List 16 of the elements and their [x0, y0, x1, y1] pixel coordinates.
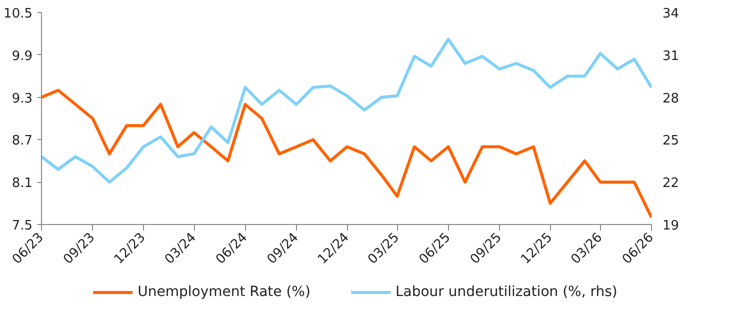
- y2-tick-label: 25: [662, 134, 680, 149]
- y2-tick-label: 22: [662, 176, 680, 192]
- line-series: [42, 38, 652, 184]
- y2-tick-label: 34: [662, 6, 680, 22]
- line-series: [42, 88, 652, 219]
- legend-label: Unemployment Rate (%): [138, 284, 310, 300]
- y-tick-label: 8.7: [12, 134, 33, 149]
- y-tick-label: 9.3: [12, 91, 33, 106]
- y-tick-label: 9.9: [12, 48, 33, 64]
- legend-label: Labour underutilization (%, rhs): [395, 284, 618, 300]
- y2-tick-label: 19: [662, 218, 680, 234]
- y-tick-label: 8.1: [12, 176, 33, 192]
- y-tick-label: 10.5: [4, 6, 33, 22]
- y-tick-label: 7.5: [12, 218, 33, 234]
- y2-tick-label: 31: [662, 48, 680, 64]
- y2-tick-label: 28: [662, 91, 680, 106]
